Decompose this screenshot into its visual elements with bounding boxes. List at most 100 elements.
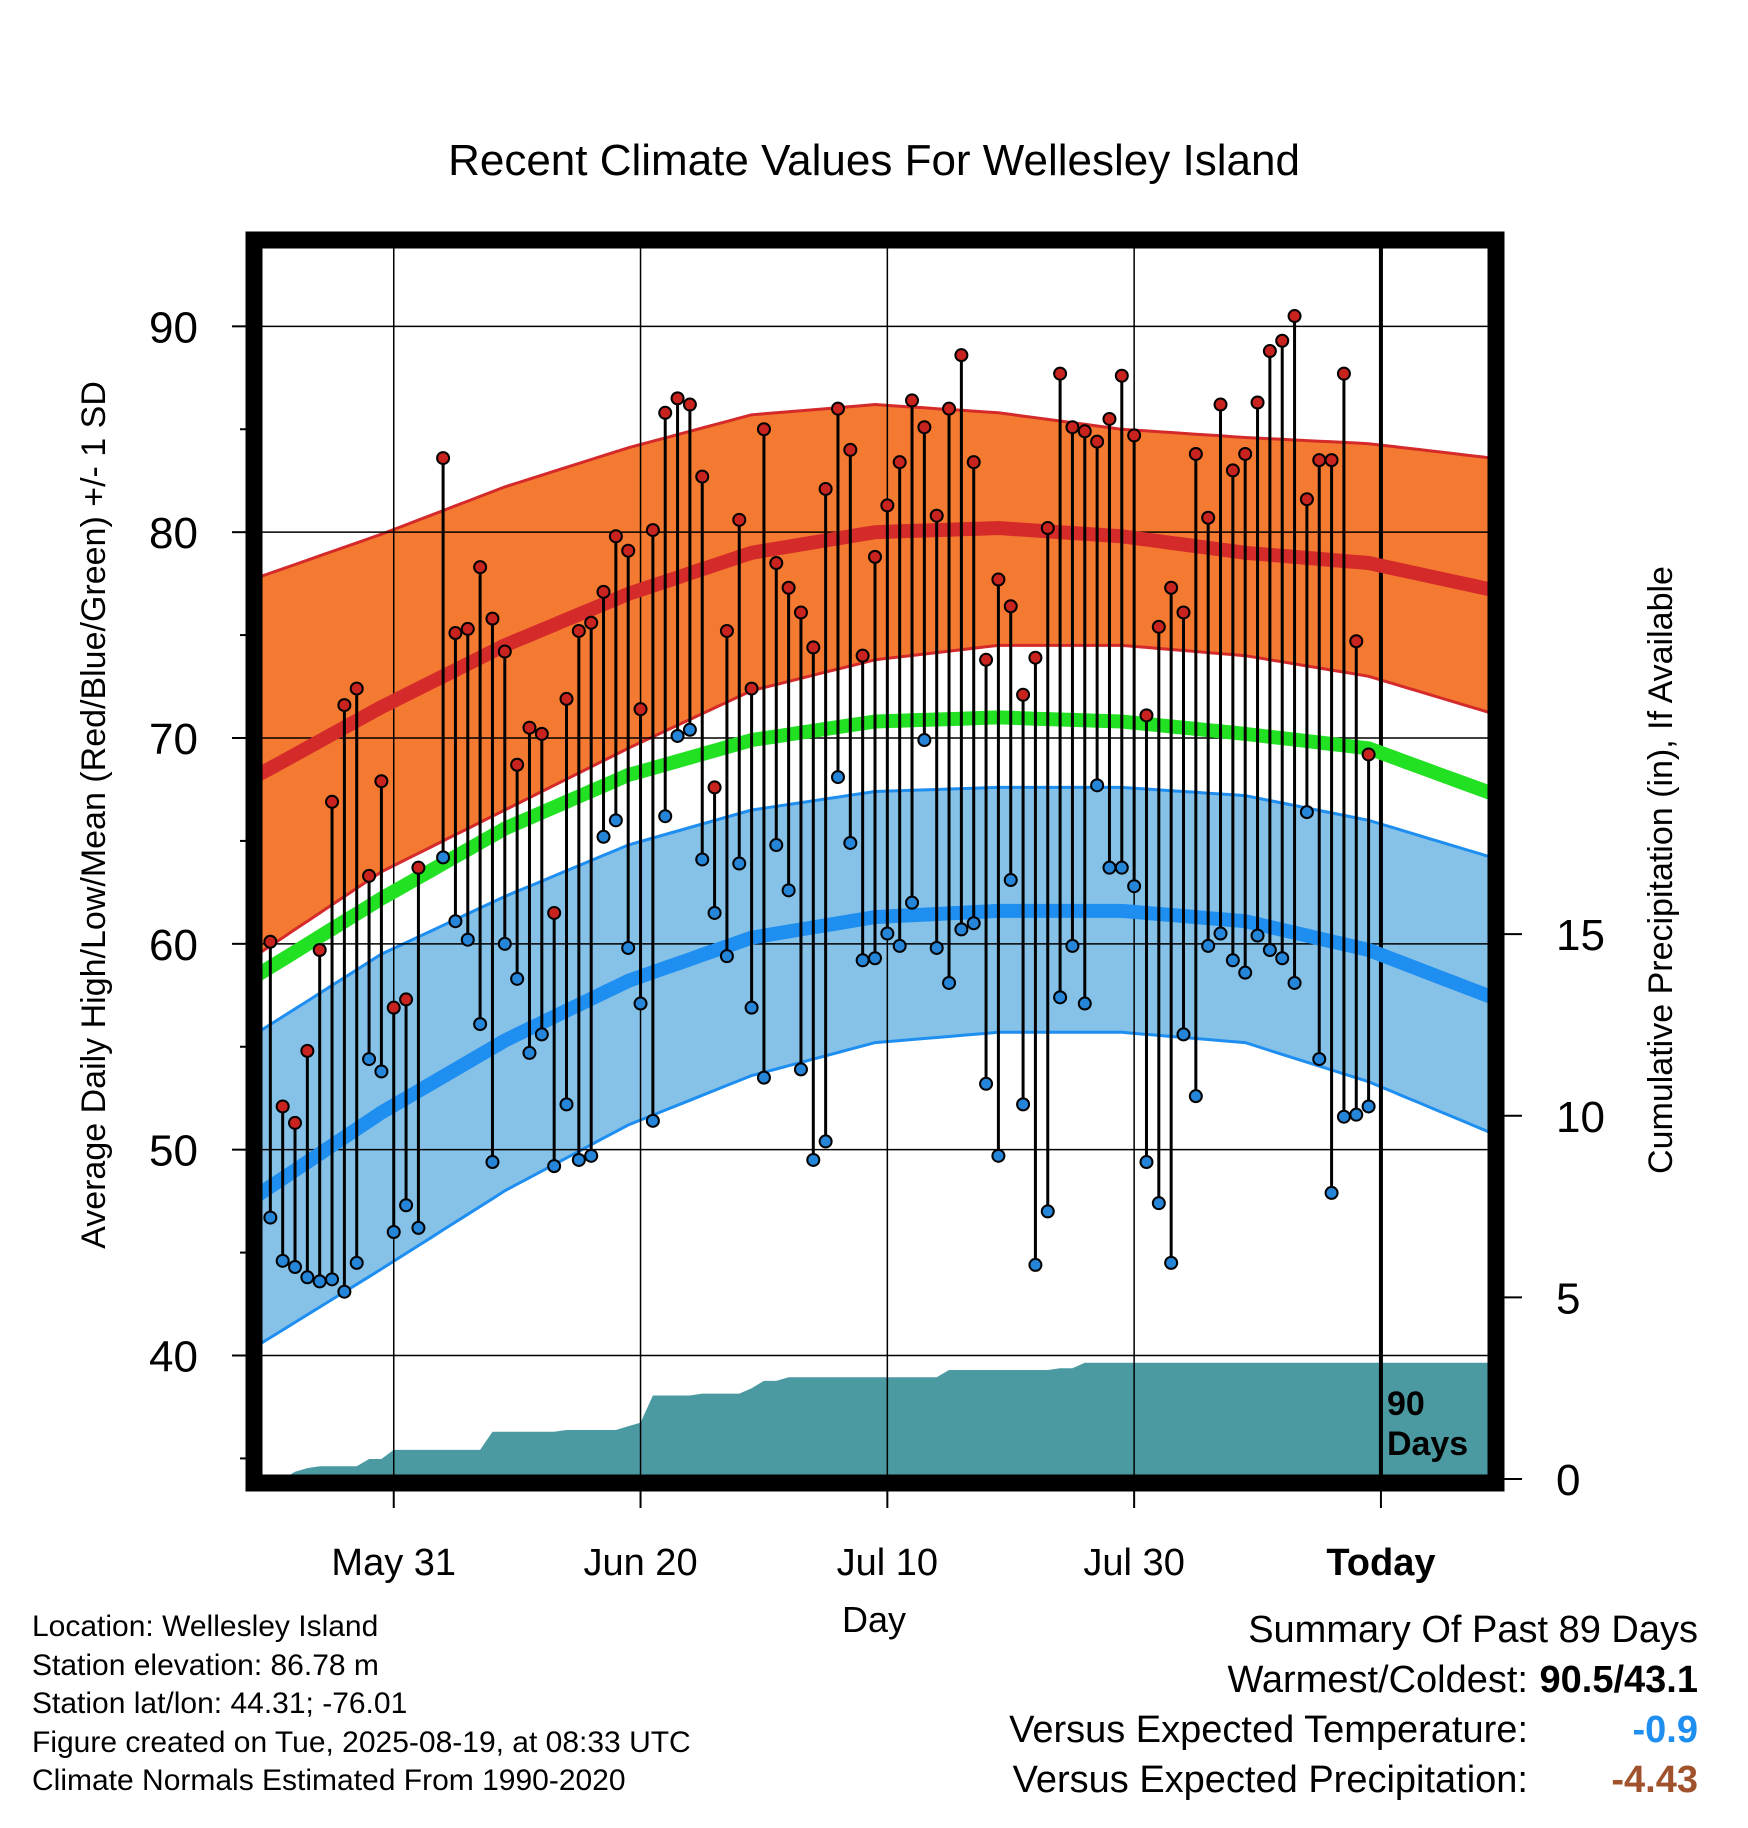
daily-low-point — [596, 829, 611, 844]
precip-anomaly-value: -4.43 — [1611, 1759, 1698, 1801]
daily-low-point — [325, 1272, 340, 1287]
y-tick-label: 90 — [149, 303, 198, 352]
daily-low-point — [1312, 1052, 1327, 1067]
daily-low-point — [1114, 860, 1129, 875]
daily-high-point — [1250, 395, 1265, 410]
daily-high-point — [1114, 368, 1129, 383]
daily-low-point — [633, 996, 648, 1011]
y2-axis-label: Cumulative Precipitation (in), If Availa… — [1642, 566, 1680, 1174]
daily-high-point — [325, 794, 340, 809]
daily-high-point — [868, 549, 882, 564]
daily-low-point — [1201, 938, 1216, 953]
daily-low-point — [1077, 996, 1092, 1011]
x-tick-label: May 31 — [331, 1542, 456, 1584]
daily-low-point — [1053, 990, 1068, 1005]
daily-high-point — [1324, 453, 1339, 468]
daily-low-point — [608, 813, 623, 828]
y-tick-label: 50 — [149, 1127, 198, 1176]
daily-low-point — [892, 938, 907, 953]
temp-anomaly-value: -0.9 — [1632, 1709, 1698, 1751]
daily-low-point — [399, 1198, 414, 1213]
daily-high-point — [1053, 366, 1068, 381]
daily-low-point — [818, 1134, 833, 1149]
daily-low-point — [744, 1000, 759, 1015]
y2-tick-label: 15 — [1556, 911, 1605, 960]
daily-high-point — [719, 623, 734, 638]
daily-low-point — [571, 1152, 586, 1167]
daily-high-point — [1102, 411, 1117, 426]
daily-low-point — [263, 1210, 278, 1225]
daily-high-point — [793, 605, 808, 620]
daily-low-point — [695, 852, 710, 867]
daily-low-point — [1287, 975, 1302, 990]
daily-high-point — [460, 621, 475, 636]
daily-low-point — [337, 1284, 352, 1299]
daily-low-point — [1127, 879, 1142, 894]
precipitation-area — [258, 1362, 1492, 1479]
station-elevation: Station elevation: 86.78 m — [32, 1648, 379, 1682]
daily-low-point — [682, 722, 697, 737]
daily-low-point — [386, 1225, 401, 1239]
daily-high-point — [1040, 521, 1055, 536]
normal-high-line — [258, 520, 1492, 782]
daily-high-point — [534, 726, 549, 741]
daily-high-point — [991, 572, 1006, 587]
daily-high-point — [374, 774, 389, 789]
daily-low-point — [781, 883, 796, 898]
daily-low-point — [362, 1052, 377, 1067]
daily-low-point — [485, 1155, 500, 1170]
station-location: Location: Wellesley Island — [32, 1610, 379, 1643]
daily-high-point — [1349, 634, 1364, 649]
high-upper-edge — [258, 402, 1492, 579]
daily-low-point — [855, 953, 870, 968]
daily-low-point — [1102, 860, 1117, 875]
daily-high-point — [806, 640, 821, 655]
daily-high-point — [1151, 619, 1166, 634]
daily-low-point — [1238, 965, 1253, 980]
daily-high-point — [1164, 580, 1179, 595]
daily-low-point — [1336, 1109, 1351, 1124]
days-marker-label: Days — [1387, 1425, 1468, 1463]
daily-low-point — [300, 1270, 315, 1285]
daily-low-point — [448, 914, 463, 929]
station-latlon: Station lat/lon: 44.31; -76.01 — [32, 1687, 408, 1720]
daily-low-point — [756, 1070, 771, 1085]
daily-high-point — [1176, 605, 1191, 620]
y-tick-label: 80 — [149, 509, 198, 558]
daily-high-point — [633, 702, 648, 717]
warmest-coldest-label: Warmest/Coldest: — [1227, 1659, 1528, 1701]
daily-low-point — [349, 1255, 364, 1270]
daily-high-point — [547, 905, 562, 920]
x-axis-label: Day — [842, 1599, 906, 1640]
daily-low-point — [880, 926, 895, 941]
daily-high-point — [312, 943, 327, 958]
daily-low-point — [793, 1062, 808, 1077]
daily-low-point — [954, 922, 969, 937]
temp-anomaly-label: Versus Expected Temperature: — [1009, 1709, 1528, 1751]
daily-high-point — [917, 420, 932, 435]
daily-high-point — [756, 422, 771, 437]
daily-high-point — [436, 451, 451, 466]
daily-high-point — [559, 691, 574, 706]
daily-high-point — [954, 348, 969, 363]
daily-low-point — [769, 838, 784, 853]
daily-low-point — [707, 905, 722, 920]
daily-low-point — [1139, 1155, 1154, 1170]
y-axis-label: Average Daily High/Low/Mean (Red/Blue/Gr… — [75, 381, 113, 1249]
daily-low-point — [670, 728, 685, 743]
daily-low-point — [497, 936, 512, 951]
daily-high-point — [1262, 344, 1277, 359]
daily-low-point — [719, 949, 734, 964]
precip-anomaly-label: Versus Expected Precipitation: — [1012, 1759, 1528, 1801]
daily-high-point — [645, 523, 660, 538]
daily-high-point — [349, 681, 364, 696]
daily-low-point — [843, 835, 858, 850]
daily-high-point — [1016, 687, 1031, 702]
y-tick-label: 40 — [149, 1333, 198, 1382]
daily-high-point — [362, 868, 377, 883]
axes: 40 50 60 70 80 90 0 5 10 15 May 31 Jun 20 Jul 10 Jul … — [149, 231, 1605, 1584]
daily-high-point — [670, 391, 685, 406]
daily-high-point — [843, 442, 858, 457]
daily-high-point — [584, 615, 599, 630]
